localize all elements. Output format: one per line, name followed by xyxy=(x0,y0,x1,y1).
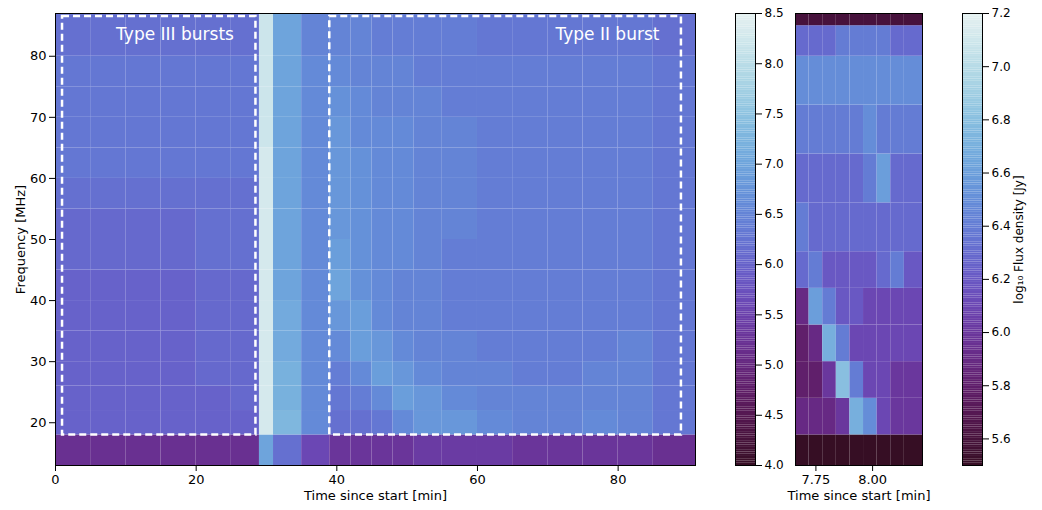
svg-text:7.0: 7.0 xyxy=(765,157,784,171)
svg-text:6.0: 6.0 xyxy=(765,257,784,271)
svg-text:6.5: 6.5 xyxy=(765,207,784,221)
svg-text:7.2: 7.2 xyxy=(992,6,1011,20)
svg-text:8.5: 8.5 xyxy=(765,6,784,20)
svg-text:80: 80 xyxy=(30,48,47,63)
svg-text:5.0: 5.0 xyxy=(765,358,784,372)
svg-text:80: 80 xyxy=(610,472,627,487)
svg-text:7.5: 7.5 xyxy=(765,107,784,121)
svg-text:7.0: 7.0 xyxy=(992,60,1011,74)
svg-text:Time since start [min]: Time since start [min] xyxy=(787,488,931,503)
svg-text:20: 20 xyxy=(30,415,47,430)
svg-text:log₁₀ Flux density [Jy]: log₁₀ Flux density [Jy] xyxy=(1012,175,1026,303)
svg-text:6.8: 6.8 xyxy=(992,113,1011,127)
svg-text:6.6: 6.6 xyxy=(992,166,1011,180)
svg-text:Time since start [min]: Time since start [min] xyxy=(303,488,447,503)
svg-text:6.2: 6.2 xyxy=(992,272,1011,286)
svg-text:0: 0 xyxy=(51,472,59,487)
svg-text:50: 50 xyxy=(30,232,47,247)
svg-text:70: 70 xyxy=(30,109,47,124)
svg-text:7.75: 7.75 xyxy=(801,472,830,487)
svg-text:8.00: 8.00 xyxy=(858,472,887,487)
svg-text:60: 60 xyxy=(469,472,486,487)
svg-text:20: 20 xyxy=(188,472,205,487)
svg-text:5.5: 5.5 xyxy=(765,308,784,322)
svg-text:40: 40 xyxy=(30,293,47,308)
svg-text:40: 40 xyxy=(329,472,346,487)
svg-text:4.0: 4.0 xyxy=(765,458,784,472)
svg-text:60: 60 xyxy=(30,171,47,186)
svg-text:6.0: 6.0 xyxy=(992,325,1011,339)
svg-text:30: 30 xyxy=(30,354,47,369)
svg-text:5.8: 5.8 xyxy=(992,379,1011,393)
svg-text:6.4: 6.4 xyxy=(992,219,1011,233)
svg-text:Type II burst: Type II burst xyxy=(554,24,659,44)
svg-text:Type III bursts: Type III bursts xyxy=(115,24,234,44)
svg-text:8.0: 8.0 xyxy=(765,57,784,71)
svg-text:5.6: 5.6 xyxy=(992,432,1011,446)
svg-text:4.5: 4.5 xyxy=(765,408,784,422)
svg-text:Frequency [MHz]: Frequency [MHz] xyxy=(13,185,28,294)
